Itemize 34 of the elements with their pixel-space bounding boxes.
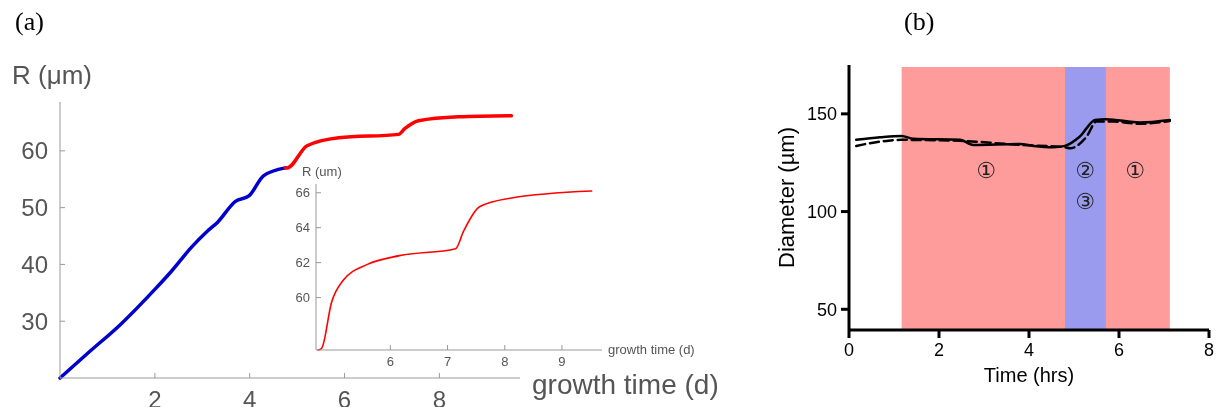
y-tick-label: 150 [806, 104, 837, 125]
y-tick-label: 64 [295, 220, 310, 236]
y-axis-title: Diameter (µm) [774, 126, 799, 269]
y-tick-label: 60 [21, 137, 48, 165]
chart-title: (b) [904, 7, 935, 36]
y-axis-title: R (μm) [12, 60, 92, 90]
x-tick-label: 6 [386, 354, 394, 369]
y-tick-label: 100 [806, 201, 837, 222]
x-axis-title: growth time (d) [608, 342, 695, 357]
annotation: ② [1075, 157, 1095, 183]
x-tick-label: 0 [843, 340, 855, 360]
y-tick-label: 60 [295, 290, 310, 306]
x-tick-label: 6 [1113, 340, 1125, 360]
x-tick-label: 8 [501, 354, 509, 369]
y-axis-title: R (um) [302, 164, 342, 179]
line-series [317, 190, 593, 351]
x-tick-label: 8 [1203, 340, 1215, 360]
x-axis-title: growth time (d) [532, 369, 719, 400]
x-axis-title: Time (hrs) [983, 364, 1075, 386]
annotation: ① [976, 157, 996, 183]
x-tick-label: 9 [558, 354, 566, 369]
x-tick-label: 2 [933, 340, 945, 360]
chart-title: (a) [15, 7, 44, 36]
x-tick-label: 7 [443, 354, 452, 369]
annotation: ③ [1075, 188, 1095, 214]
annotation: ① [1125, 157, 1145, 183]
y-tick-label: 62 [295, 255, 310, 271]
y-tick-label: 40 [21, 250, 48, 278]
y-tick-label: 66 [295, 185, 310, 201]
x-tick-label: 4 [1023, 340, 1035, 360]
y-tick-label: 30 [21, 307, 48, 335]
y-tick-label: 50 [21, 194, 48, 222]
y-tick-label: 50 [816, 299, 837, 320]
line-series [58, 166, 288, 380]
